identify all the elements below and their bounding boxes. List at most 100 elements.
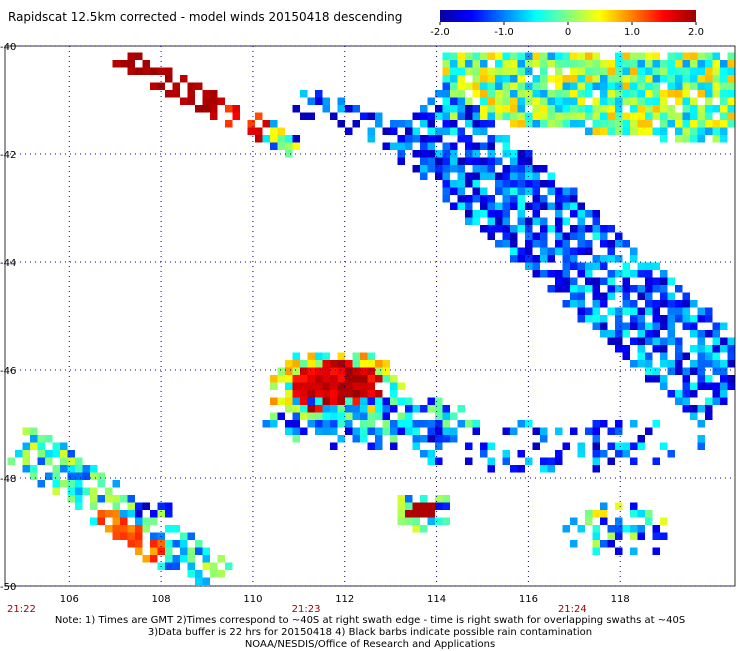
swath-cell: [667, 90, 675, 98]
swath-cell: [105, 495, 113, 503]
swath-cell: [465, 150, 473, 158]
swath-cell: [615, 330, 623, 338]
swath-cell: [682, 82, 690, 90]
swath-cell: [390, 382, 398, 390]
swath-cell: [532, 112, 540, 120]
swath-cell: [442, 60, 450, 68]
swath-cell: [645, 60, 653, 68]
swath-cell: [585, 127, 593, 135]
swath-cell: [217, 97, 225, 105]
swath-cell: [547, 120, 555, 128]
swath-cell: [645, 337, 653, 345]
swath-cell: [442, 82, 450, 90]
swath-cell: [540, 465, 548, 473]
swath-cell: [607, 90, 615, 98]
swath-cell: [532, 232, 540, 240]
colorbar: [440, 10, 696, 22]
swath-cell: [427, 397, 435, 405]
swath-cell: [502, 232, 510, 240]
swath-cell: [637, 90, 645, 98]
swath-cell: [720, 135, 728, 143]
swath-cell: [97, 510, 105, 518]
swath-cell: [540, 180, 548, 188]
swath-cell: [615, 52, 623, 60]
swath-cell: [202, 105, 210, 113]
swath-cell: [112, 525, 120, 533]
x-tick-label: 114: [427, 594, 446, 605]
swath-cell: [465, 120, 473, 128]
swath-cell: [420, 525, 428, 533]
swath-cell: [697, 135, 705, 143]
swath-cell: [105, 510, 113, 518]
swath-cell: [622, 525, 630, 533]
swath-cell: [577, 232, 585, 240]
swath-cell: [682, 352, 690, 360]
swath-cell: [502, 82, 510, 90]
swath-cell: [622, 60, 630, 68]
swath-cell: [645, 322, 653, 330]
swath-cell: [337, 367, 345, 375]
swath-cell: [630, 52, 638, 60]
swath-cell: [682, 127, 690, 135]
swath-cell: [472, 195, 480, 203]
swath-cell: [502, 240, 510, 248]
swath-cell: [412, 405, 420, 413]
swath-cell: [615, 82, 623, 90]
swath-cell: [570, 262, 578, 270]
swath-cell: [705, 345, 713, 353]
swath-cell: [487, 120, 495, 128]
swath-cell: [555, 60, 563, 68]
swath-cell: [645, 105, 653, 113]
swath-cell: [480, 127, 488, 135]
note-line-3: NOAA/NESDIS/Office of Research and Appli…: [244, 639, 496, 650]
swath-cell: [337, 120, 345, 128]
swath-cell: [412, 510, 420, 518]
swath-cell: [615, 240, 623, 248]
swath-cell: [510, 150, 518, 158]
swath-cell: [637, 360, 645, 368]
swath-cell: [427, 517, 435, 525]
swath-cell: [195, 82, 203, 90]
swath-cell: [480, 60, 488, 68]
swath-cell: [577, 450, 585, 458]
swath-cell: [405, 517, 413, 525]
swath-cell: [405, 502, 413, 510]
swath-cell: [615, 90, 623, 98]
swath-cell: [22, 427, 30, 435]
swath-cell: [67, 450, 75, 458]
swath-cell: [352, 360, 360, 368]
swath-cell: [457, 60, 465, 68]
swath-cell: [135, 540, 143, 548]
swath-cell: [585, 277, 593, 285]
swath-cell: [307, 375, 315, 383]
swath-cell: [75, 472, 83, 480]
swath-cell: [510, 187, 518, 195]
swath-cell: [645, 277, 653, 285]
swath-cell: [75, 480, 83, 488]
swath-cell: [285, 375, 293, 383]
swath-cell: [667, 105, 675, 113]
swath-cell: [390, 435, 398, 443]
swath-cell: [300, 375, 308, 383]
swath-cell: [667, 67, 675, 75]
swath-cell: [577, 525, 585, 533]
time-label: 21:24: [558, 604, 587, 615]
swath-cell: [720, 120, 728, 128]
swath-cell: [682, 120, 690, 128]
swath-cell: [652, 90, 660, 98]
swath-cell: [690, 60, 698, 68]
swath-cell: [307, 352, 315, 360]
swath-cell: [652, 525, 660, 533]
swath-cell: [345, 127, 353, 135]
swath-cell: [187, 97, 195, 105]
swath-cell: [712, 52, 720, 60]
swath-cell: [450, 427, 458, 435]
swath-cell: [472, 67, 480, 75]
swath-cell: [570, 277, 578, 285]
swath-cell: [667, 315, 675, 323]
swath-cell: [412, 502, 420, 510]
swath-cell: [705, 397, 713, 405]
swath-cell: [165, 562, 173, 570]
swath-cell: [337, 375, 345, 383]
swath-cell: [232, 112, 240, 120]
